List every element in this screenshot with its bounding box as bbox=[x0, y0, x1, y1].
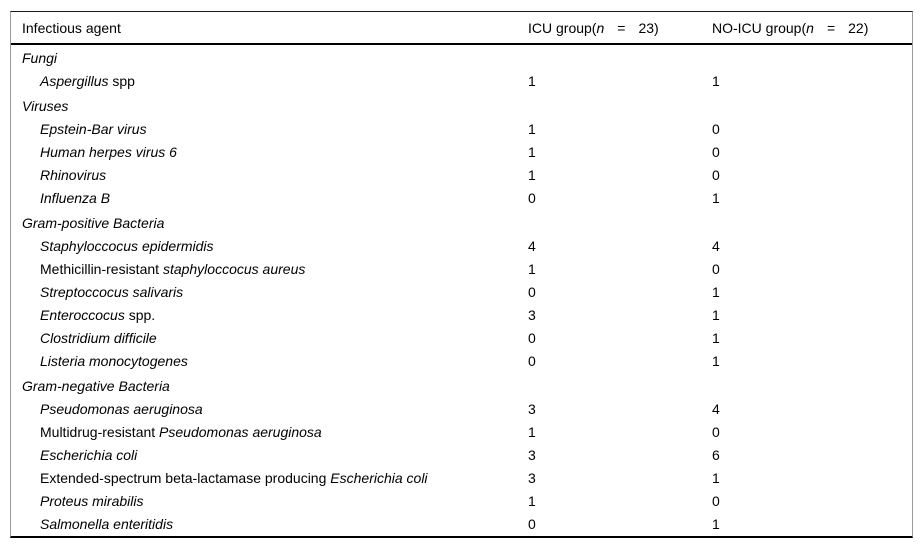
table-row: Methicillin-resistant staphyloccocus aur… bbox=[11, 258, 912, 281]
agent-name: Listeria monocytogenes bbox=[40, 353, 188, 369]
no-icu-value: 1 bbox=[712, 190, 720, 206]
section-label: Fungi bbox=[22, 50, 58, 66]
table-body: Fungi Aspergillus spp 1 1 Viruses Epstein-Bar… bbox=[11, 45, 912, 536]
icu-value: 1 bbox=[528, 493, 536, 509]
icu-value: 3 bbox=[528, 401, 536, 417]
icu-header-equals: = bbox=[617, 19, 626, 36]
icu-header-prefix: ICU group( bbox=[528, 19, 597, 36]
icu-value: 4 bbox=[528, 238, 536, 254]
empty-cell bbox=[712, 93, 912, 120]
no-icu-value: 6 bbox=[712, 447, 720, 463]
no-icu-value: 1 bbox=[712, 516, 720, 532]
table-row: Salmonella enteritidis 0 1 bbox=[11, 513, 912, 536]
icu-value: 3 bbox=[528, 307, 536, 323]
icu-value: 3 bbox=[528, 447, 536, 463]
table-row: Escherichia coli 3 6 bbox=[11, 444, 912, 467]
icu-header-count: 23) bbox=[638, 19, 659, 36]
section-row: Viruses bbox=[11, 93, 912, 118]
table-row: Listeria monocytogenes 0 1 bbox=[11, 350, 912, 373]
section-label: Gram-positive Bacteria bbox=[22, 215, 165, 231]
table-row: Proteus mirabilis 1 0 bbox=[11, 490, 912, 513]
agent-name: Streptoccocus salivaris bbox=[40, 284, 184, 300]
icu-value: 0 bbox=[528, 284, 536, 300]
agent-name: Epstein-Bar virus bbox=[40, 121, 147, 137]
table-row: Influenza B 0 1 bbox=[11, 187, 912, 210]
no-icu-value: 4 bbox=[712, 238, 720, 254]
column-header-infectious-agent: Infectious agent bbox=[22, 19, 121, 36]
agent-name: Pseudomonas aeruginosa bbox=[40, 401, 203, 417]
table-row: Staphyloccocus epidermidis 4 4 bbox=[11, 235, 912, 258]
table-row: Aspergillus spp 1 1 bbox=[11, 70, 912, 93]
no-icu-value: 0 bbox=[712, 144, 720, 160]
table-row: Multidrug-resistant Pseudomonas aerugino… bbox=[11, 421, 912, 444]
table-row: Epstein-Bar virus 1 0 bbox=[11, 118, 912, 141]
section-row: Gram-negative Bacteria bbox=[11, 373, 912, 398]
icu-header-n: n bbox=[596, 19, 605, 36]
agent-name: Methicillin-resistant staphyloccocus aur… bbox=[40, 261, 306, 277]
agent-name: Clostridium difficile bbox=[40, 330, 157, 346]
icu-value: 1 bbox=[528, 144, 536, 160]
icu-value: 0 bbox=[528, 330, 536, 346]
agent-name: Escherichia coli bbox=[40, 447, 138, 463]
table-row: Enteroccocus spp. 3 1 bbox=[11, 304, 912, 327]
no-icu-value: 0 bbox=[712, 424, 720, 440]
agent-name: Aspergillus spp bbox=[40, 73, 135, 89]
agent-name: Salmonella enteritidis bbox=[40, 516, 174, 532]
icu-value: 1 bbox=[528, 121, 536, 137]
table-row: Human herpes virus 6 1 0 bbox=[11, 141, 912, 164]
empty-cell bbox=[712, 210, 912, 237]
no-icu-value: 1 bbox=[712, 330, 720, 346]
no-icu-header-count: 22) bbox=[848, 19, 869, 36]
column-header-no-icu-group: NO-ICU group(n = 22) bbox=[712, 20, 912, 36]
no-icu-header-prefix: NO-ICU group( bbox=[712, 19, 807, 36]
icu-value: 1 bbox=[528, 73, 536, 89]
table-row: Pseudomonas aeruginosa 3 4 bbox=[11, 398, 912, 421]
section-row: Fungi bbox=[11, 45, 912, 70]
no-icu-value: 0 bbox=[712, 261, 720, 277]
table-row: Rhinovirus 1 0 bbox=[11, 164, 912, 187]
table-row: Streptoccocus salivaris 0 1 bbox=[11, 281, 912, 304]
no-icu-value: 0 bbox=[712, 493, 720, 509]
no-icu-value: 4 bbox=[712, 401, 720, 417]
infectious-agents-table: Infectious agent ICU group(n = 23) NO-ICU … bbox=[10, 11, 913, 538]
no-icu-header-equals: = bbox=[826, 19, 836, 36]
agent-name: Extended-spectrum beta-lactamase produci… bbox=[40, 470, 428, 486]
agent-name: Influenza B bbox=[40, 190, 111, 206]
agent-name: Proteus mirabilis bbox=[40, 493, 144, 509]
empty-cell bbox=[712, 45, 912, 72]
table-row: Extended-spectrum beta-lactamase produci… bbox=[11, 467, 912, 490]
section-label: Viruses bbox=[22, 98, 69, 114]
icu-value: 1 bbox=[528, 424, 536, 440]
agent-name: Rhinovirus bbox=[40, 167, 107, 183]
agent-name: Multidrug-resistant Pseudomonas aerugino… bbox=[40, 424, 322, 440]
icu-value: 3 bbox=[528, 470, 536, 486]
no-icu-value: 1 bbox=[712, 470, 720, 486]
empty-cell bbox=[528, 210, 712, 237]
empty-cell bbox=[712, 373, 912, 400]
table-header-row: Infectious agent ICU group(n = 23) NO-ICU … bbox=[11, 12, 912, 45]
empty-cell bbox=[528, 45, 712, 72]
empty-cell bbox=[528, 373, 712, 400]
icu-value: 0 bbox=[528, 516, 536, 532]
icu-value: 1 bbox=[528, 261, 536, 277]
no-icu-value: 1 bbox=[712, 353, 720, 369]
icu-value: 0 bbox=[528, 353, 536, 369]
no-icu-value: 1 bbox=[712, 307, 720, 323]
no-icu-value: 1 bbox=[712, 73, 720, 89]
table-row: Clostridium difficile 0 1 bbox=[11, 327, 912, 350]
agent-name: Human herpes virus 6 bbox=[40, 144, 177, 160]
no-icu-value: 1 bbox=[712, 284, 720, 300]
empty-cell bbox=[528, 93, 712, 120]
icu-value: 0 bbox=[528, 190, 536, 206]
no-icu-value: 0 bbox=[712, 121, 720, 137]
section-row: Gram-positive Bacteria bbox=[11, 210, 912, 235]
icu-value: 1 bbox=[528, 167, 536, 183]
no-icu-value: 0 bbox=[712, 167, 720, 183]
section-label: Gram-negative Bacteria bbox=[22, 378, 170, 394]
no-icu-header-n: n bbox=[806, 19, 814, 36]
column-header-icu-group: ICU group(n = 23) bbox=[528, 20, 712, 36]
agent-name: Enteroccocus spp. bbox=[40, 307, 156, 323]
agent-name: Staphyloccocus epidermidis bbox=[40, 238, 214, 254]
